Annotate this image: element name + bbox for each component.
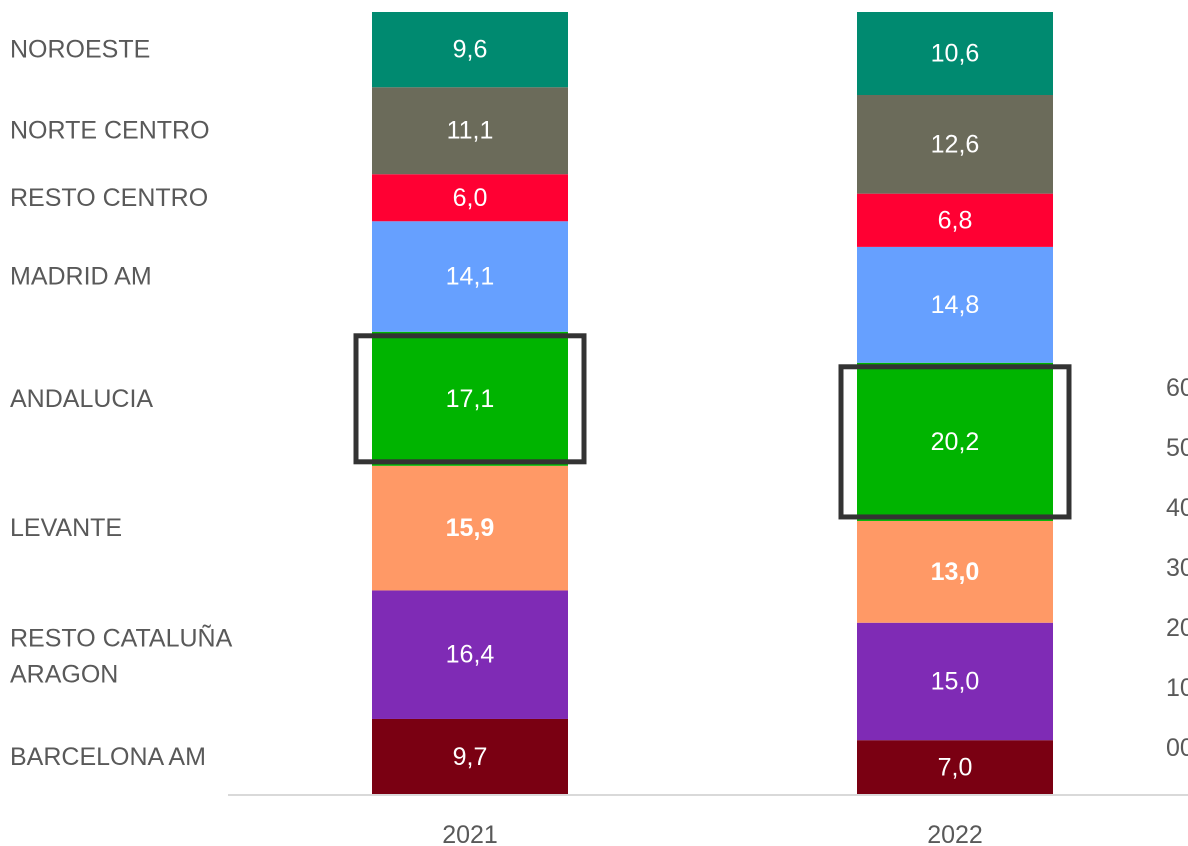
secondary-axis-tick-00: 00: [1166, 734, 1188, 762]
secondary-axis-tick-40: 40: [1166, 494, 1188, 522]
value-label-madrid-am-2021: 14,1: [446, 263, 495, 291]
x-tick-label-2022: 2022: [927, 821, 983, 846]
bar-madrid-am-2021: [372, 221, 568, 332]
value-label-resto-cataluna-aragon-2021: 16,4: [446, 641, 495, 669]
bar-barcelona-am-2021: [372, 718, 568, 795]
value-label-resto-cataluna-aragon-2022: 15,0: [931, 667, 980, 695]
bar-levante-2021: [372, 465, 568, 591]
value-label-barcelona-am-2022: 7,0: [938, 754, 973, 782]
highlight-boxes: [353, 333, 1072, 520]
x-tick-label-2021: 2021: [442, 821, 498, 846]
bar-noroeste-2022: [857, 12, 1053, 95]
secondary-axis-tick-60: 60: [1166, 374, 1188, 402]
category-label-resto-cataluna-aragon: RESTO CATALUÑA ARAGON: [10, 624, 233, 689]
secondary-axis-tick-50: 50: [1166, 434, 1188, 462]
bar-andalucia-2021: [372, 331, 568, 466]
value-label-andalucia-2022: 20,2: [931, 428, 980, 456]
bar-norte-centro-2021: [372, 87, 568, 175]
highlight-box-andalucia-2022: [838, 364, 1072, 520]
value-label-levante-2021: 15,9: [446, 514, 495, 542]
category-labels: BARCELONA AM RESTO CATALUÑA ARAGON LEVANTE A…: [10, 36, 233, 771]
secondary-axis-tick-10: 10: [1166, 674, 1188, 702]
secondary-axis-tick-30: 30: [1166, 554, 1188, 582]
bar-resto-centro-2021: [372, 174, 568, 222]
category-label-norte-centro: NORTE CENTRO: [10, 117, 210, 145]
bar-resto-cataluna-aragon-2021: [372, 590, 568, 719]
highlight-box-andalucia-2021: [353, 333, 587, 465]
category-label-andalucia: ANDALUCIA: [10, 385, 153, 413]
value-label-norte-centro-2021: 11,1: [447, 117, 494, 145]
bar-madrid-am-2022: [857, 246, 1053, 363]
value-label-barcelona-am-2021: 9,7: [453, 743, 488, 771]
value-label-resto-centro-2022: 6,8: [938, 206, 973, 234]
bar-barcelona-am-2022: [857, 740, 1053, 795]
bar-norte-centro-2022: [857, 94, 1053, 194]
bar-levante-2022: [857, 520, 1053, 623]
value-label-noroeste-2022: 10,6: [931, 39, 980, 67]
value-label-noroeste-2021: 9,6: [453, 36, 488, 64]
bar-noroeste-2021: [372, 12, 568, 88]
x-axis-labels: 2021 2022: [442, 821, 983, 846]
bar-stacks: 9,7 16,4 15,9 17,1 14,1 6,0 11,1 9,6 7,0 15,0 13,0…: [372, 12, 1053, 795]
value-label-norte-centro-2022: 12,6: [931, 130, 980, 158]
category-label-noroeste: NOROESTE: [10, 36, 150, 64]
category-label-barcelona-am: BARCELONA AM: [10, 743, 206, 771]
value-label-madrid-am-2022: 14,8: [931, 291, 980, 319]
category-label-madrid-am: MADRID AM: [10, 263, 152, 291]
category-label-resto-centro: RESTO CENTRO: [10, 184, 208, 212]
value-label-andalucia-2021: 17,1: [446, 385, 495, 413]
bar-resto-cataluna-aragon-2022: [857, 622, 1053, 741]
secondary-axis-ticks: 60 50 40 30 20 10 00: [1166, 374, 1188, 762]
value-label-resto-centro-2021: 6,0: [453, 184, 488, 212]
category-label-levante: LEVANTE: [10, 514, 122, 542]
bar-andalucia-2022: [857, 362, 1053, 521]
secondary-axis-tick-20: 20: [1166, 614, 1188, 642]
value-label-levante-2022: 13,0: [931, 558, 980, 586]
bar-resto-centro-2022: [857, 193, 1053, 247]
